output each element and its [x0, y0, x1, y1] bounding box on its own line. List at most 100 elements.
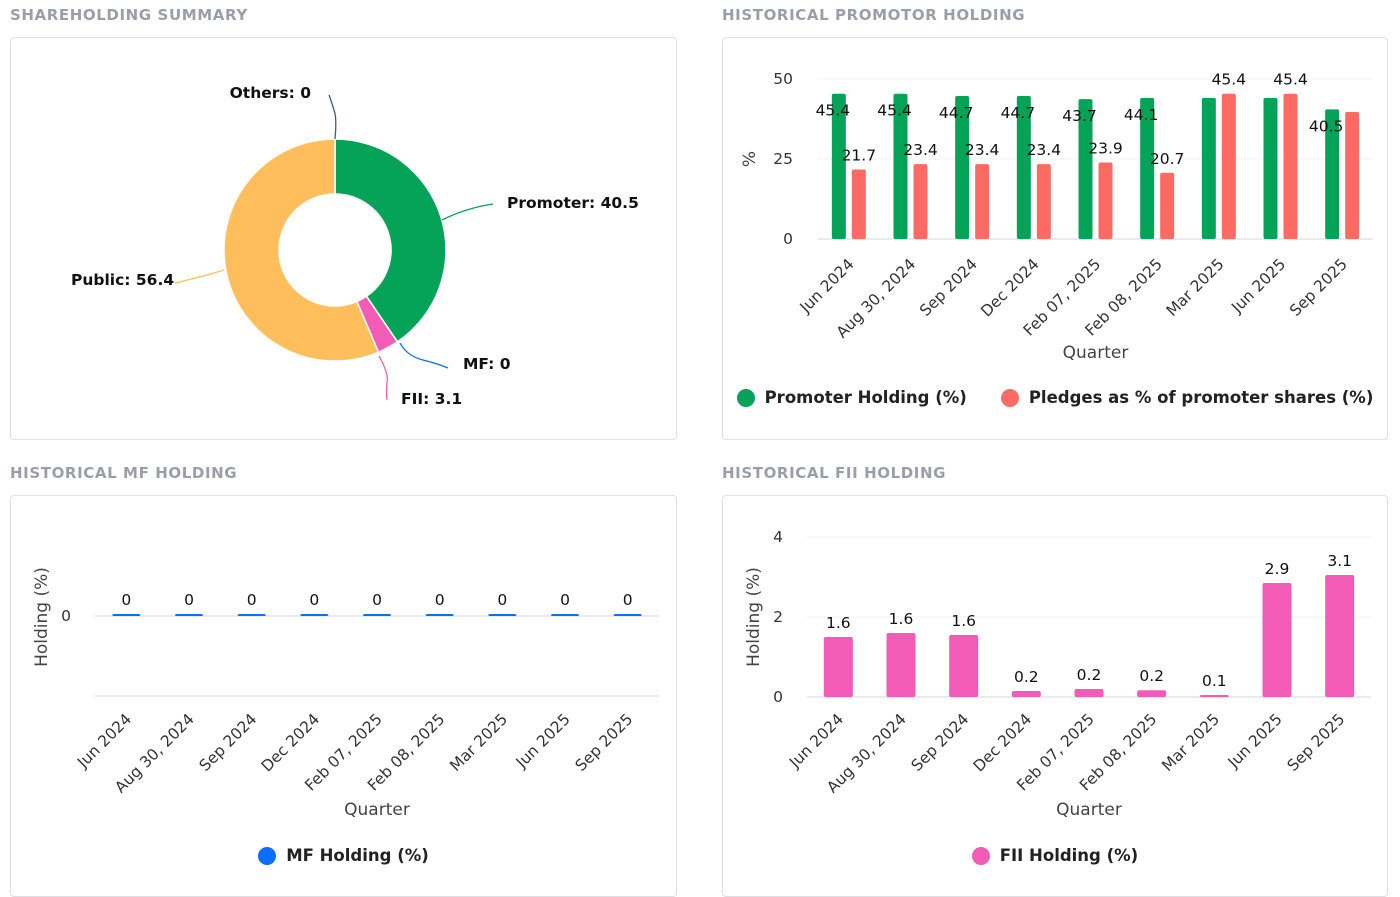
- bar-fii-holding-jun-2025: [1262, 583, 1292, 697]
- y-tick-label: 0: [783, 230, 793, 248]
- bar-promoter-holding-mar-2025: [1201, 97, 1216, 239]
- shareholding-summary-card: Promoter: 40.5 MF: 0 FII: 3.1 Public: 56.4 O…: [10, 37, 677, 440]
- bar-fii-holding-sep-2025: [1325, 575, 1355, 697]
- bar-promoter-holding-dec-2024: [1016, 95, 1031, 240]
- bar-mf-holding-sep-2024: [237, 614, 266, 616]
- legend-pledges[interactable]: Pledges as % of promoter shares (%): [1000, 388, 1374, 407]
- data-label: 0: [497, 591, 507, 609]
- x-tick-label: Jun 2024: [785, 710, 847, 772]
- bar-mf-holding-jun-2025: [551, 614, 579, 616]
- bar-pledges-as-of-promoter-shares-aug-30-2024: [913, 164, 928, 239]
- y-axis-label: %: [740, 151, 760, 167]
- x-tick-label: Sep 2024: [916, 255, 981, 320]
- bar-promoter-holding-feb-08-2025: [1140, 97, 1155, 239]
- bar-fii-holding-aug-30-2024: [886, 633, 916, 697]
- data-label: 0: [184, 591, 194, 609]
- x-tick-label: Jun 2025: [1224, 710, 1286, 772]
- bar-promoter-holding-jun-2024: [831, 93, 846, 239]
- leader-line-fii: [378, 355, 388, 401]
- leader-line-public: [174, 269, 225, 284]
- y-tick-label: 0: [61, 607, 71, 625]
- x-tick-label: Dec 2024: [258, 710, 323, 775]
- x-tick-label: Sep 2025: [1284, 710, 1349, 775]
- y-tick-label: 50: [773, 70, 793, 88]
- pledge-legend-dot-icon: [1000, 388, 1019, 407]
- y-tick-label: 0: [773, 688, 783, 706]
- fii-legend: FII Holding (%): [723, 846, 1387, 865]
- bar-fii-holding-dec-2024: [1011, 691, 1041, 697]
- data-label: 3.1: [1327, 552, 1352, 570]
- donut-label-public: Public: 56.4: [71, 271, 174, 289]
- donut-label-others: Others: 0: [230, 84, 312, 102]
- donut-label-promoter: Promoter: 40.5: [507, 194, 639, 212]
- leader-line-others: [328, 94, 337, 140]
- data-label: 45.4: [1273, 71, 1308, 89]
- bar-promoter-holding-aug-30-2024: [893, 93, 908, 239]
- data-label: 20.7: [1150, 150, 1185, 168]
- bar-mf-holding-sep-2025: [613, 614, 642, 616]
- legend-fii-label: FII Holding (%): [999, 846, 1139, 865]
- data-label: 0.1: [1202, 672, 1227, 690]
- data-label: 23.9: [1088, 140, 1123, 158]
- data-label: 0: [435, 591, 445, 609]
- data-label: 0.2: [1077, 666, 1102, 684]
- promotor-legend: Promoter Holding (%) Pledges as % of pro…: [723, 388, 1387, 407]
- data-label: 44.7: [939, 104, 974, 122]
- x-tick-label: Jun 2025: [512, 710, 574, 772]
- legend-promoter-label: Promoter Holding (%): [764, 388, 967, 407]
- bar-fii-holding-jun-2024: [823, 637, 853, 697]
- data-label: 0: [560, 591, 570, 609]
- x-tick-label: Sep 2025: [572, 710, 637, 775]
- y-tick-label: 4: [773, 528, 783, 546]
- data-label: 21.7: [842, 147, 877, 165]
- mf-holding-title: HISTORICAL MF HOLDING: [10, 464, 238, 482]
- x-tick-label: Mar 2025: [446, 710, 511, 775]
- bar-pledges-as-of-promoter-shares-jun-2025: [1283, 93, 1298, 239]
- bar-mf-holding-aug-30-2024: [175, 614, 203, 616]
- promotor-holding-card: 0 25 50 45.4 21.7 Jun 2024 45.4 23.4 Aug 30, 202…: [722, 37, 1388, 440]
- x-tick-label: Mar 2025: [1158, 710, 1223, 775]
- bar-mf-holding-feb-08-2025: [425, 614, 454, 616]
- data-label: 0: [247, 591, 257, 609]
- y-tick-label: 25: [773, 150, 793, 168]
- bar-promoter-holding-jun-2025: [1263, 97, 1278, 239]
- legend-mf-label: MF Holding (%): [286, 846, 429, 865]
- data-label: 23.4: [903, 141, 938, 159]
- x-axis-label: Quarter: [1063, 343, 1129, 363]
- data-label: 45.4: [1212, 71, 1247, 89]
- bar-promoter-holding-feb-07-2025: [1078, 99, 1093, 239]
- x-tick-label: Dec 2024: [977, 255, 1042, 320]
- bar-promoter-holding-sep-2025: [1325, 109, 1340, 240]
- data-label: 0: [623, 591, 633, 609]
- data-label: 44.7: [1001, 104, 1036, 122]
- x-tick-label: Sep 2024: [196, 710, 261, 775]
- bar-fii-holding-mar-2025: [1199, 695, 1229, 697]
- data-label: 45.4: [816, 102, 851, 120]
- x-axis-label: Quarter: [344, 800, 410, 820]
- bar-pledges-as-of-promoter-shares-sep-2025: [1345, 111, 1360, 239]
- x-tick-label: Jun 2024: [73, 710, 135, 772]
- x-tick-label: Mar 2025: [1163, 255, 1228, 320]
- bar-mf-holding-feb-07-2025: [363, 614, 391, 616]
- y-tick-label: 2: [773, 608, 783, 626]
- bar-mf-holding-jun-2024: [112, 614, 141, 616]
- legend-promoter-holding[interactable]: Promoter Holding (%): [736, 388, 967, 407]
- shareholding-summary-title: SHAREHOLDING SUMMARY: [10, 6, 248, 24]
- promoter-legend-dot-icon: [736, 388, 755, 407]
- data-label: 0: [309, 591, 319, 609]
- leader-line-promoter: [441, 203, 494, 221]
- data-label: 45.4: [877, 102, 912, 120]
- legend-pledges-label: Pledges as % of promoter shares (%): [1028, 388, 1374, 407]
- x-tick-label: Sep 2024: [908, 710, 973, 775]
- x-tick-label: Sep 2025: [1286, 255, 1351, 320]
- donut-label-mf: MF: 0: [463, 355, 511, 373]
- bar-mf-holding-mar-2025: [488, 614, 517, 616]
- x-tick-label: Dec 2024: [970, 710, 1035, 775]
- legend-fii-holding[interactable]: FII Holding (%): [971, 846, 1139, 865]
- donut-label-fii: FII: 3.1: [401, 390, 462, 408]
- data-label: 0.2: [1014, 668, 1039, 686]
- data-label: 0: [121, 591, 131, 609]
- legend-mf-holding[interactable]: MF Holding (%): [258, 846, 429, 865]
- bar-pledges-as-of-promoter-shares-mar-2025: [1221, 93, 1236, 239]
